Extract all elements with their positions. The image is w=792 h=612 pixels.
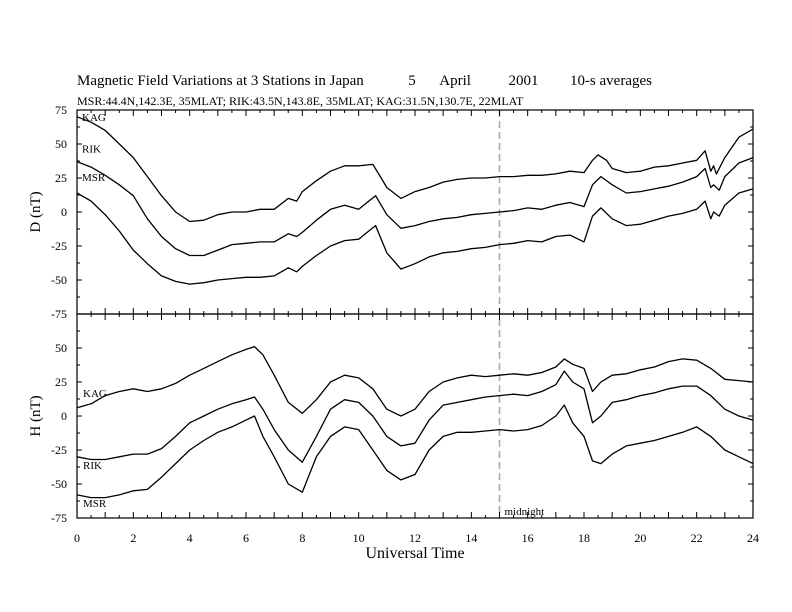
x-axis-label: Universal Time [365,545,464,562]
series-label-d-kag: KAG [82,112,106,124]
series-label-d-rik: RIK [82,144,101,156]
x-tick-label: 2 [130,531,136,545]
title-main: Magnetic Field Variations at 3 Stations … [77,73,364,89]
y-tick-label-d: -25 [51,239,67,253]
series-line-d-kag [76,116,754,223]
y-tick-label-h: -75 [51,511,67,525]
x-tick-label: 10 [353,531,365,545]
y-tick-label-d: 0 [61,205,67,219]
x-tick-label: 6 [243,531,249,545]
x-tick-label: 4 [187,531,193,545]
y-tick-label-h: 50 [55,341,67,355]
y-tick-label-d: 50 [55,137,67,151]
series-line-d-rik [76,156,754,257]
x-tick-label: 8 [299,531,305,545]
x-tick-label: 22 [691,531,703,545]
series-line-h-kag [76,345,754,417]
x-tick-label: 0 [74,531,80,545]
y-tick-label-h: 25 [55,375,67,389]
y-tick-label-d: -50 [51,273,67,287]
y-tick-label-h: 0 [61,409,67,423]
midnight-label: midnight [505,506,545,518]
title-year: 2001 [508,73,539,89]
y-axis-label-d: D (nT) [28,191,44,232]
y-tick-label-d: 75 [55,103,67,117]
title-averaging: 10-s averages [569,73,652,89]
series-label-h-rik: RIK [83,460,102,472]
x-tick-label: 18 [578,531,590,545]
title-day: 5 [408,73,416,89]
series-label-d-msr: MSR [82,172,106,184]
y-tick-label-d: -75 [51,307,67,321]
chart-title: Magnetic Field Variations at 3 Stations … [77,73,652,90]
x-tick-label: 16 [522,531,534,545]
y-axis-label-h: H (nT) [28,395,44,436]
y-tick-label-d: 25 [55,171,67,185]
series-line-h-rik [76,370,754,463]
y-tick-label-h: -50 [51,477,67,491]
x-tick-label: 20 [634,531,646,545]
panel-frame-h [76,313,754,519]
y-tick-label-h: -25 [51,443,67,457]
series-line-d-msr [76,188,754,285]
title-month: April [439,73,471,89]
series-label-h-msr: MSR [83,498,107,510]
series-label-h-kag: KAG [83,388,107,400]
chart-subtitle: MSR:44.4N,142.3E, 35MLAT; RIK:43.5N,143.… [77,94,524,108]
x-tick-label: 12 [409,531,421,545]
x-tick-label: 24 [747,531,759,545]
series-line-h-msr [76,404,754,499]
x-tick-label: 14 [465,531,477,545]
panel-frame-d [76,109,754,315]
